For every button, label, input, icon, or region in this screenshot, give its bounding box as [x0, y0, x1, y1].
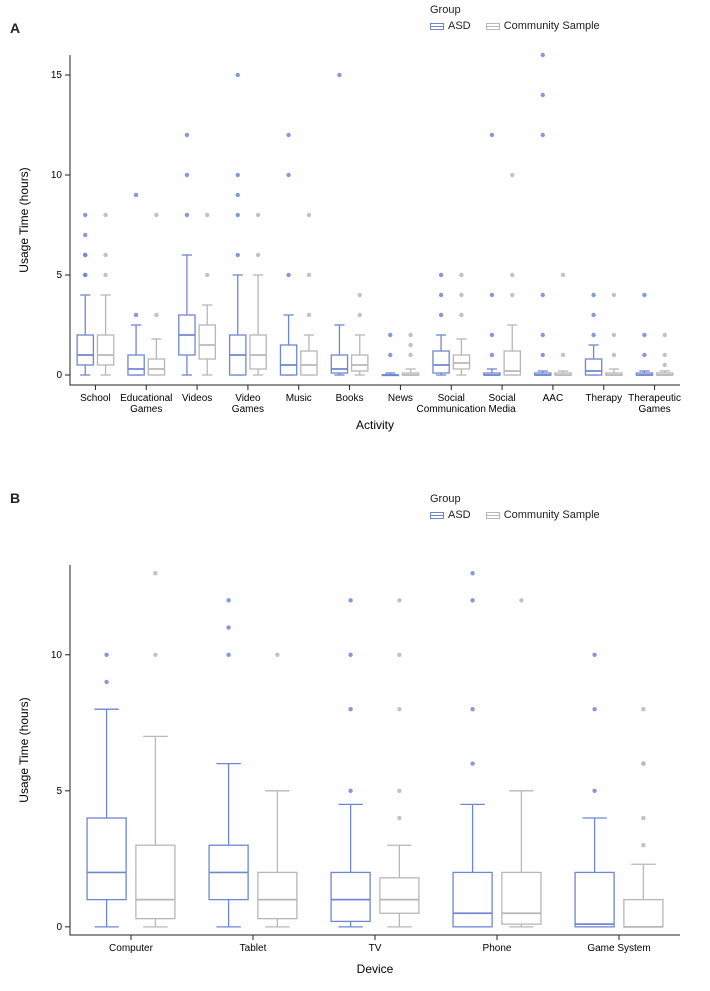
legend-swatch-asd: [430, 512, 444, 519]
svg-text:EducationalGames: EducationalGames: [120, 393, 172, 415]
svg-text:VideoGames: VideoGames: [232, 393, 264, 415]
svg-text:Device: Device: [357, 962, 394, 976]
svg-text:15: 15: [51, 70, 63, 81]
legend-label-asd: ASD: [448, 508, 471, 522]
legend-title: Group: [430, 3, 612, 17]
legend-item-asd: ASD: [430, 19, 471, 33]
legend-item-asd: ASD: [430, 508, 471, 522]
svg-text:10: 10: [51, 170, 63, 181]
svg-text:School: School: [80, 393, 111, 404]
svg-text:SocialCommunication: SocialCommunication: [417, 393, 486, 415]
svg-text:Activity: Activity: [356, 418, 394, 432]
svg-text:News: News: [388, 393, 413, 404]
legend-item-cs: Community Sample: [486, 19, 600, 33]
legend-label-cs: Community Sample: [504, 19, 600, 33]
svg-text:Videos: Videos: [182, 393, 212, 404]
legend-panel-a: Group ASD Community Sample: [430, 3, 612, 34]
figure: A B Group ASD Community Sample Group ASD…: [0, 0, 710, 991]
svg-text:5: 5: [56, 270, 62, 281]
legend-item-cs: Community Sample: [486, 508, 600, 522]
legend-panel-b: Group ASD Community Sample: [430, 492, 612, 523]
svg-text:Computer: Computer: [109, 943, 154, 954]
svg-text:TherapeuticGames: TherapeuticGames: [628, 393, 681, 415]
legend-label-asd: ASD: [448, 19, 471, 33]
svg-text:10: 10: [51, 650, 63, 661]
svg-text:Usage Time (hours): Usage Time (hours): [17, 167, 31, 272]
legend-swatch-cs: [486, 23, 500, 30]
svg-text:Phone: Phone: [483, 943, 512, 954]
svg-text:Usage Time (hours): Usage Time (hours): [17, 697, 31, 802]
legend-swatch-cs: [486, 512, 500, 519]
legend-swatch-asd: [430, 23, 444, 30]
svg-text:Game System: Game System: [587, 943, 650, 954]
svg-text:Tablet: Tablet: [240, 943, 267, 954]
svg-text:0: 0: [56, 370, 62, 381]
legend-title: Group: [430, 492, 612, 506]
legend-label-cs: Community Sample: [504, 508, 600, 522]
svg-text:Books: Books: [336, 393, 364, 404]
panel-a-label: A: [10, 20, 20, 36]
svg-text:Music: Music: [286, 393, 312, 404]
svg-text:0: 0: [56, 922, 62, 933]
svg-text:TV: TV: [369, 943, 382, 954]
panel-b-label: B: [10, 490, 20, 506]
svg-text:SocialMedia: SocialMedia: [488, 393, 516, 415]
svg-text:AAC: AAC: [543, 393, 564, 404]
svg-text:5: 5: [56, 786, 62, 797]
svg-text:Therapy: Therapy: [585, 393, 622, 404]
